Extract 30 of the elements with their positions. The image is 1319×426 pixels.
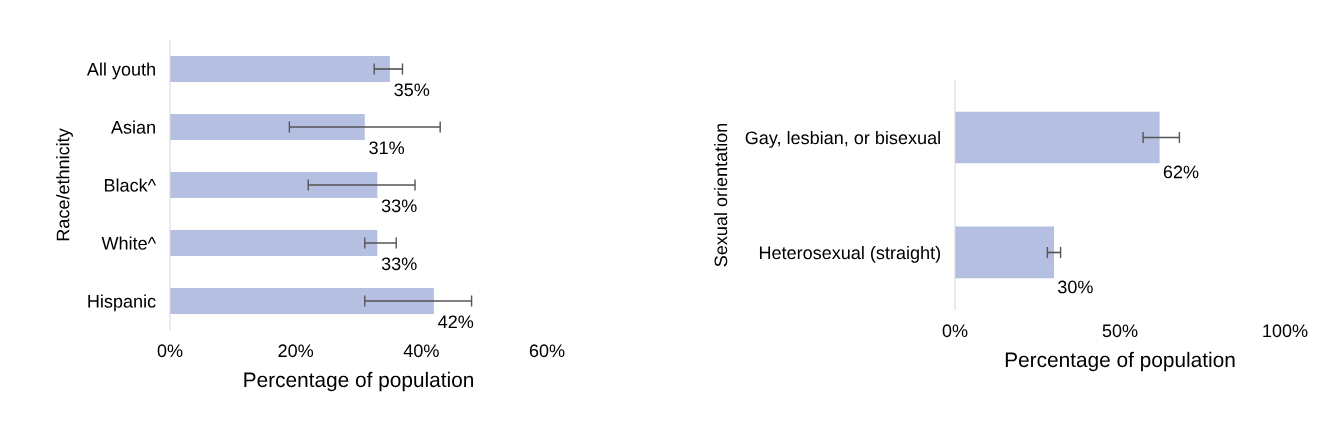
bar [170,55,390,83]
x-tick-label: 20% [278,344,314,358]
bar [170,229,378,257]
data-label: 35% [394,83,430,97]
y-axis-title: Race/ethnicity [56,128,73,241]
data-label: 31% [369,141,405,155]
y-tick-label: All youth [86,62,155,80]
data-label: 30% [1057,280,1093,294]
y-axis-title: Sexual orientation [714,123,728,267]
data-label: 33% [381,199,417,213]
x-tick-label: 60% [529,344,565,358]
y-tick-label: Gay, lesbian, or bisexual [745,130,940,148]
data-label: 62% [1163,165,1199,179]
data-label: 33% [381,257,417,271]
y-tick-label: White^ [101,236,157,250]
y-tick-label: Hispanic [88,294,156,312]
x-tick-label: 100% [1263,324,1308,338]
y-tick-label: Asian [110,120,155,134]
bar [170,171,378,199]
y-tick-label: Black^ [104,178,157,192]
bar [170,287,434,315]
x-tick-label: 0% [157,344,183,358]
x-axis-title: Percentage of population [244,371,473,392]
x-tick-label: 0% [942,324,968,338]
x-axis-title: Percentage of population [1005,351,1235,372]
x-tick-label: 40% [403,344,439,358]
data-label: 42% [438,315,474,329]
y-tick-label: Heterosexual (straight) [759,245,940,263]
bar [170,113,365,141]
x-tick-label: 50% [1102,324,1138,338]
